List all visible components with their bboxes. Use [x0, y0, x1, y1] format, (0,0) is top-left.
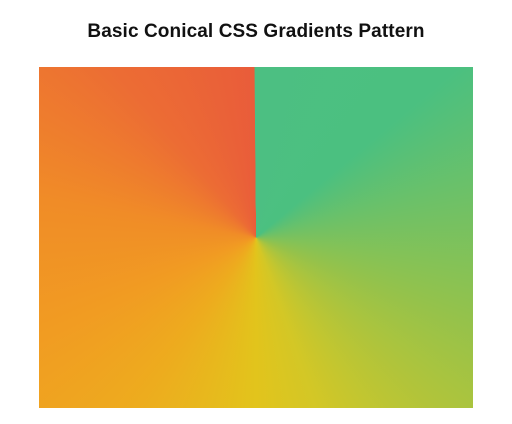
conical-gradient-pattern: [39, 67, 473, 408]
page-title: Basic Conical CSS Gradients Pattern: [87, 21, 425, 42]
